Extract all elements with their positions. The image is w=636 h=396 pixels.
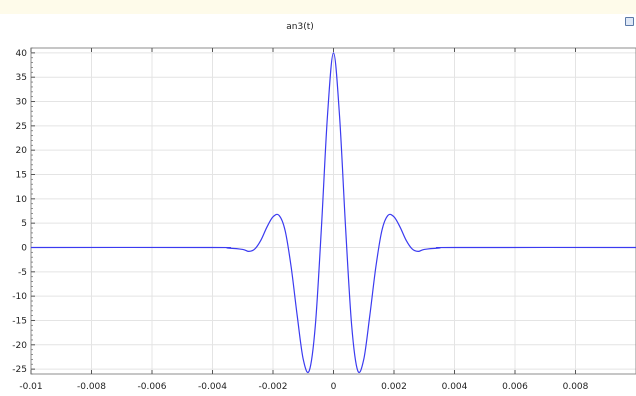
y-tick-label: 0 [21,243,27,253]
y-tick-label: -10 [12,292,27,302]
x-tick-label: 0.008 [563,382,589,392]
top-strip [0,0,636,14]
y-tick-label: -20 [12,341,27,351]
y-tick-label: 10 [16,195,28,205]
y-tick-label: -25 [12,365,27,375]
x-tick-label: 0.004 [442,382,468,392]
x-tick-label: 0 [331,382,337,392]
y-tick-label: 25 [16,122,27,132]
y-axis-tick-labels: -25 -20 -15 -10 -5 0 5 10 15 20 25 30 35 40 [12,49,27,375]
window-restore-icon[interactable] [625,17,634,26]
x-tick-label: 0.002 [381,382,407,392]
y-tick-label: 15 [16,171,27,181]
axis-ticks [30,47,576,375]
x-tick-label: -0.008 [77,382,106,392]
grid [30,48,636,374]
x-axis-tick-labels: -0.01 -0.008 -0.006 -0.004 -0.002 0 0.002 0.004… [19,382,588,392]
y-tick-label: 40 [16,49,28,59]
y-tick-label: -5 [18,268,27,278]
y-tick-label: 20 [16,146,28,156]
x-tick-label: -0.002 [258,382,287,392]
x-tick-label: 0.006 [502,382,528,392]
y-tick-label: 30 [16,98,28,108]
y-tick-label: 35 [16,73,27,83]
chart-title: an3(t) [286,22,314,32]
y-tick-label: 5 [21,219,27,229]
y-tick-label: -15 [12,316,27,326]
x-tick-label: -0.004 [198,382,227,392]
x-tick-label: -0.006 [137,382,166,392]
x-tick-label: -0.01 [19,382,42,392]
series-line [30,52,636,374]
